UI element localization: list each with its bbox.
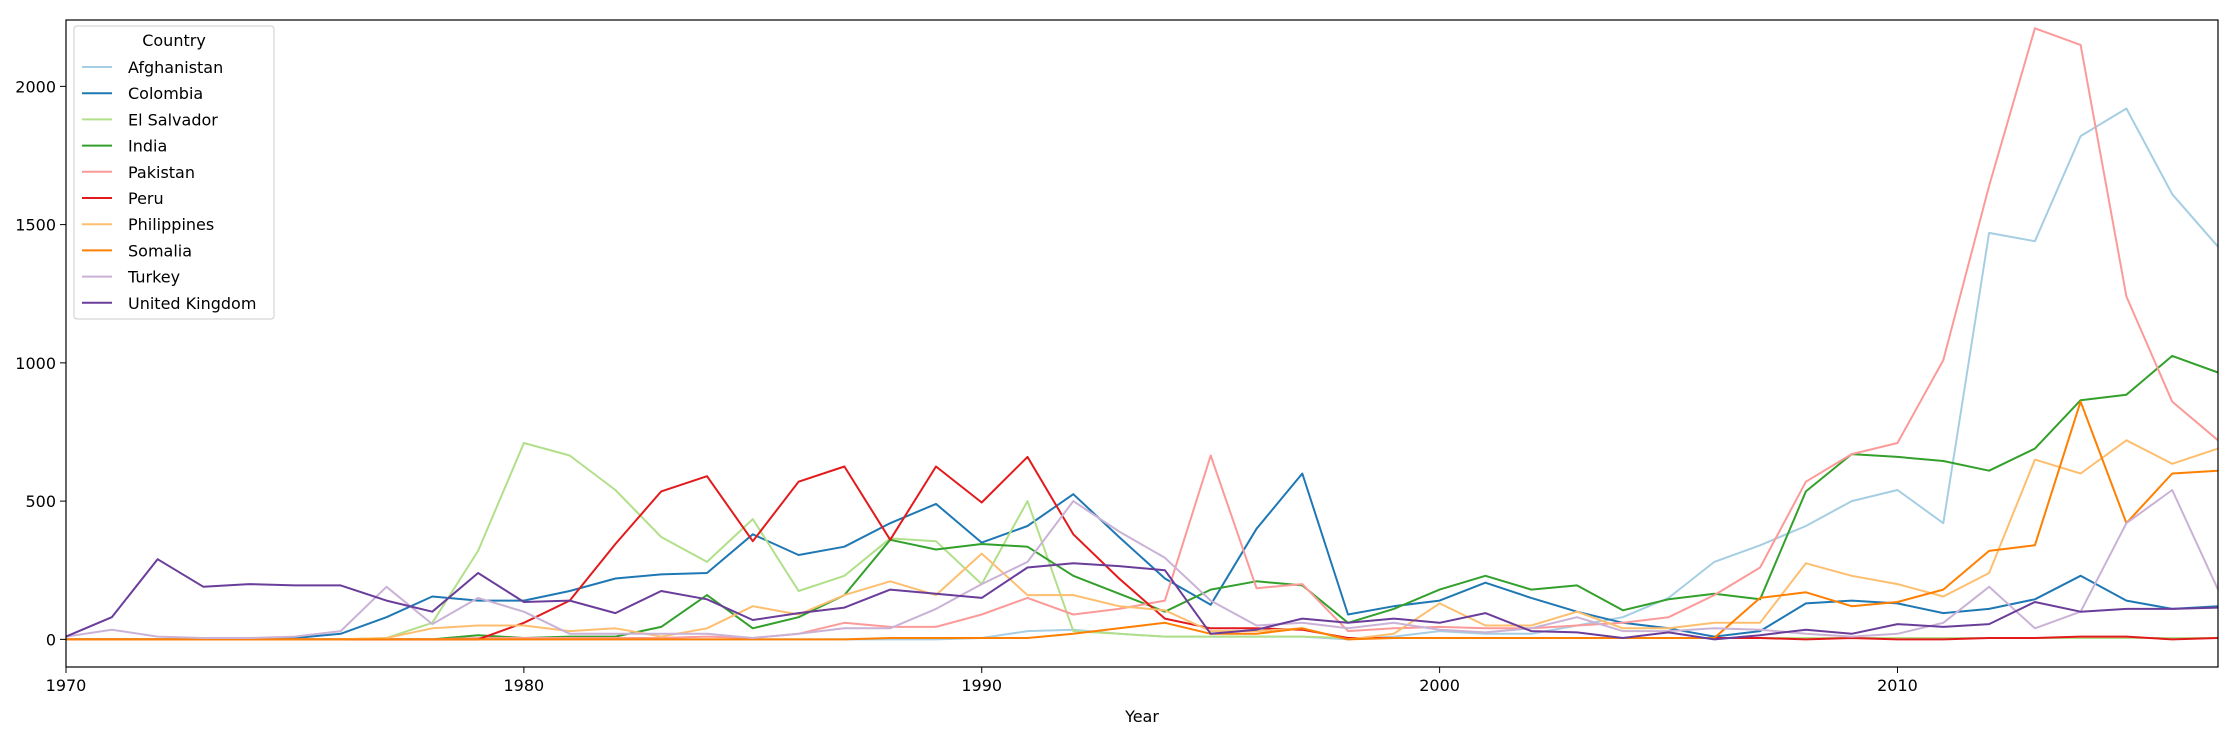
legend-entry: Colombia — [82, 84, 203, 103]
series-line-1 — [66, 472, 2219, 641]
series-line-5 — [66, 455, 2219, 641]
legend-label: Afghanistan — [128, 58, 223, 77]
y-tick-label: 500 — [25, 492, 56, 511]
legend-label: India — [128, 137, 167, 156]
legend-entry: El Salvador — [82, 110, 218, 129]
series-line-3 — [66, 354, 2219, 641]
legend-entry: Pakistan — [82, 163, 195, 182]
legend-label: Pakistan — [128, 163, 195, 182]
x-tick-label: 1980 — [504, 676, 545, 695]
series-line-2 — [66, 442, 2218, 641]
legend-entry: Afghanistan — [82, 58, 223, 77]
series-line-7 — [66, 400, 2219, 641]
legend-label: Peru — [128, 189, 164, 208]
series-line-6 — [66, 439, 2219, 641]
legend-entry: United Kingdom — [82, 294, 256, 313]
y-tick-label: 1000 — [15, 354, 56, 373]
series-line-0 — [66, 107, 2219, 641]
x-tick-label: 1970 — [46, 676, 87, 695]
legend-entries: Afghanistan Colombia El Salvador India Pakis… — [82, 58, 256, 313]
series-line-9 — [65, 558, 2219, 641]
x-tick-label: 2010 — [1877, 676, 1918, 695]
legend-label: El Salvador — [128, 110, 218, 129]
axes-frame — [65, 19, 2219, 668]
x-axis-title: Year — [1124, 707, 1159, 726]
axis-ticks: 1970 1980 1990 2000 2010 0 500 1000 1500 2000 — [15, 77, 1918, 695]
x-tick-label: 1990 — [961, 676, 1002, 695]
series-line-8 — [65, 489, 2219, 639]
legend-title: Country — [142, 31, 206, 50]
legend-label: Philippines — [128, 215, 214, 234]
legend: Country Afghanistan Colombia El Salvador In… — [73, 25, 275, 320]
legend-label: Somalia — [128, 241, 192, 260]
legend-box — [73, 25, 275, 320]
legend-label: Colombia — [128, 84, 203, 103]
legend-label: Turkey — [127, 268, 180, 287]
legend-entry: India — [82, 137, 167, 156]
series-line-4 — [66, 27, 2219, 641]
legend-entry: Turkey — [82, 268, 180, 287]
y-tick-label: 1500 — [15, 216, 56, 235]
legend-entry: Philippines — [82, 215, 214, 234]
legend-entry: Peru — [82, 189, 164, 208]
legend-label: United Kingdom — [128, 294, 256, 313]
y-tick-label: 0 — [46, 630, 56, 649]
legend-entry: Somalia — [82, 241, 192, 260]
series-lines — [65, 27, 2219, 641]
y-tick-label: 2000 — [15, 77, 56, 96]
x-tick-label: 2000 — [1419, 676, 1460, 695]
